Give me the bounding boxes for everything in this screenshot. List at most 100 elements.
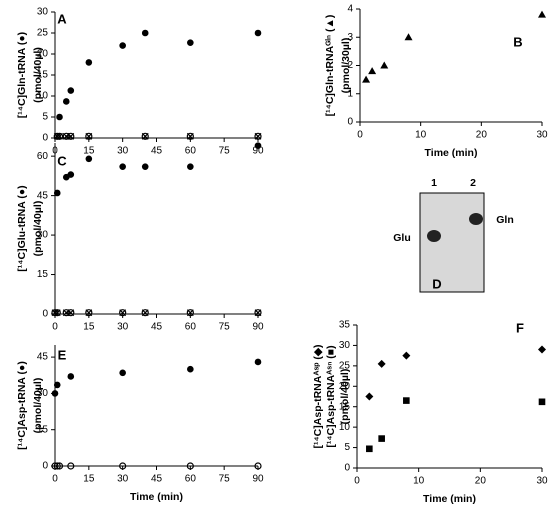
x-tick-label: 30 bbox=[117, 146, 129, 157]
y-tick-label: 10 bbox=[37, 91, 49, 102]
point bbox=[119, 163, 126, 170]
panel-label: A bbox=[57, 11, 67, 26]
point bbox=[85, 59, 93, 66]
x-tick-label: 15 bbox=[83, 322, 95, 333]
point bbox=[85, 155, 93, 163]
point bbox=[85, 309, 93, 317]
y-tick-label: 30 bbox=[339, 340, 351, 351]
point bbox=[377, 359, 386, 368]
point bbox=[53, 381, 61, 389]
point bbox=[85, 132, 93, 140]
panel-label: C bbox=[57, 153, 67, 168]
lane-label: 1 bbox=[431, 177, 437, 189]
y-axis-title: [¹⁴C]Gln-tRNA (●) bbox=[16, 32, 28, 118]
y-axis-title: (pmol/30µl) bbox=[340, 38, 352, 94]
y-tick-label: 30 bbox=[37, 7, 49, 18]
point bbox=[404, 33, 413, 41]
y-tick-label: 1 bbox=[347, 88, 353, 99]
point bbox=[67, 132, 75, 140]
point bbox=[141, 163, 149, 170]
point bbox=[254, 29, 262, 37]
y-tick-label: 20 bbox=[37, 49, 49, 60]
point bbox=[380, 61, 389, 69]
point bbox=[56, 113, 63, 121]
y-tick-label: 15 bbox=[339, 401, 351, 412]
point bbox=[55, 462, 64, 470]
x-tick-label: 30 bbox=[117, 474, 129, 485]
x-axis-title: Time (min) bbox=[425, 147, 478, 159]
y-tick-label: 5 bbox=[42, 112, 48, 123]
point bbox=[51, 390, 59, 397]
point bbox=[187, 163, 194, 170]
point bbox=[141, 132, 149, 140]
chart-panel: 0 15 30 45 0 15 30 45 60 75 90 Time (min) [¹⁴C]Asp-t… bbox=[16, 345, 264, 503]
x-tick-label: 0 bbox=[52, 474, 58, 485]
x-tick-label: 0 bbox=[354, 476, 360, 487]
band-label: Glu bbox=[393, 232, 411, 244]
point bbox=[67, 373, 75, 380]
y-tick-label: 10 bbox=[339, 422, 351, 433]
y-tick-label: 3 bbox=[347, 32, 353, 43]
y-tick-label: 15 bbox=[37, 424, 49, 435]
gel-band bbox=[469, 213, 483, 225]
x-tick-label: 45 bbox=[151, 146, 163, 157]
y-tick-label: 45 bbox=[37, 190, 49, 201]
x-tick-label: 15 bbox=[83, 474, 95, 485]
x-tick-label: 0 bbox=[357, 130, 363, 141]
point bbox=[403, 397, 410, 404]
y-axis-title: [¹⁴C]Asp-tRNAᴬˢⁿ (■) bbox=[325, 345, 337, 447]
y-axis-title: [¹⁴C]Glu-tRNA (●) bbox=[16, 185, 28, 271]
point bbox=[141, 132, 149, 140]
point bbox=[187, 39, 194, 46]
y-tick-label: 5 bbox=[344, 442, 350, 453]
x-tick-label: 30 bbox=[117, 322, 129, 333]
point bbox=[186, 132, 194, 140]
point bbox=[254, 462, 262, 470]
point bbox=[67, 309, 75, 317]
x-tick-label: 10 bbox=[415, 130, 427, 141]
x-tick-label: 45 bbox=[151, 322, 163, 333]
point bbox=[62, 309, 70, 317]
band-label: Gln bbox=[496, 214, 514, 226]
y-tick-label: 0 bbox=[42, 461, 48, 472]
panel-label: B bbox=[513, 34, 522, 49]
point bbox=[366, 445, 373, 453]
point bbox=[119, 309, 127, 317]
lane-label: 2 bbox=[470, 177, 476, 189]
point bbox=[62, 132, 70, 140]
gel-panel: 1 2 Glu Gln D bbox=[393, 177, 514, 293]
point bbox=[51, 309, 59, 317]
chart-panel: 0 15 30 45 60 0 15 30 45 60 75 90 [¹⁴C]Glu-tRNA (●) (… bbox=[16, 142, 264, 333]
y-tick-label: 0 bbox=[344, 463, 350, 474]
y-axis-title: [¹⁴C]Asp-tRNA (●) bbox=[16, 361, 28, 450]
point bbox=[53, 309, 61, 317]
y-tick-label: 60 bbox=[37, 151, 49, 162]
point bbox=[186, 309, 194, 317]
point bbox=[141, 309, 149, 317]
x-tick-label: 90 bbox=[252, 146, 264, 157]
x-axis-title: Time (min) bbox=[130, 491, 183, 503]
y-tick-label: 0 bbox=[42, 309, 48, 320]
x-tick-label: 75 bbox=[219, 474, 231, 485]
point bbox=[254, 142, 262, 149]
point bbox=[538, 10, 546, 18]
y-axis-title: (pmol/40µl) bbox=[32, 47, 44, 103]
point bbox=[119, 42, 126, 49]
point bbox=[141, 309, 149, 317]
y-tick-label: 25 bbox=[339, 360, 351, 371]
panel-label: F bbox=[516, 320, 524, 335]
x-tick-label: 75 bbox=[219, 146, 231, 157]
y-tick-label: 0 bbox=[347, 117, 353, 128]
point bbox=[368, 67, 377, 75]
x-tick-label: 10 bbox=[413, 476, 425, 487]
point bbox=[362, 75, 371, 83]
point bbox=[119, 309, 127, 317]
point bbox=[67, 171, 75, 178]
chart-panel: 0 5 10 15 20 25 30 35 0 10 20 30 Time (min) [¹⁴C]Asp-… bbox=[312, 320, 548, 505]
x-tick-label: 15 bbox=[83, 146, 95, 157]
point bbox=[141, 29, 149, 37]
point bbox=[186, 309, 194, 317]
point bbox=[254, 132, 262, 140]
y-axis-title: (pmol/40µl) bbox=[32, 201, 44, 257]
